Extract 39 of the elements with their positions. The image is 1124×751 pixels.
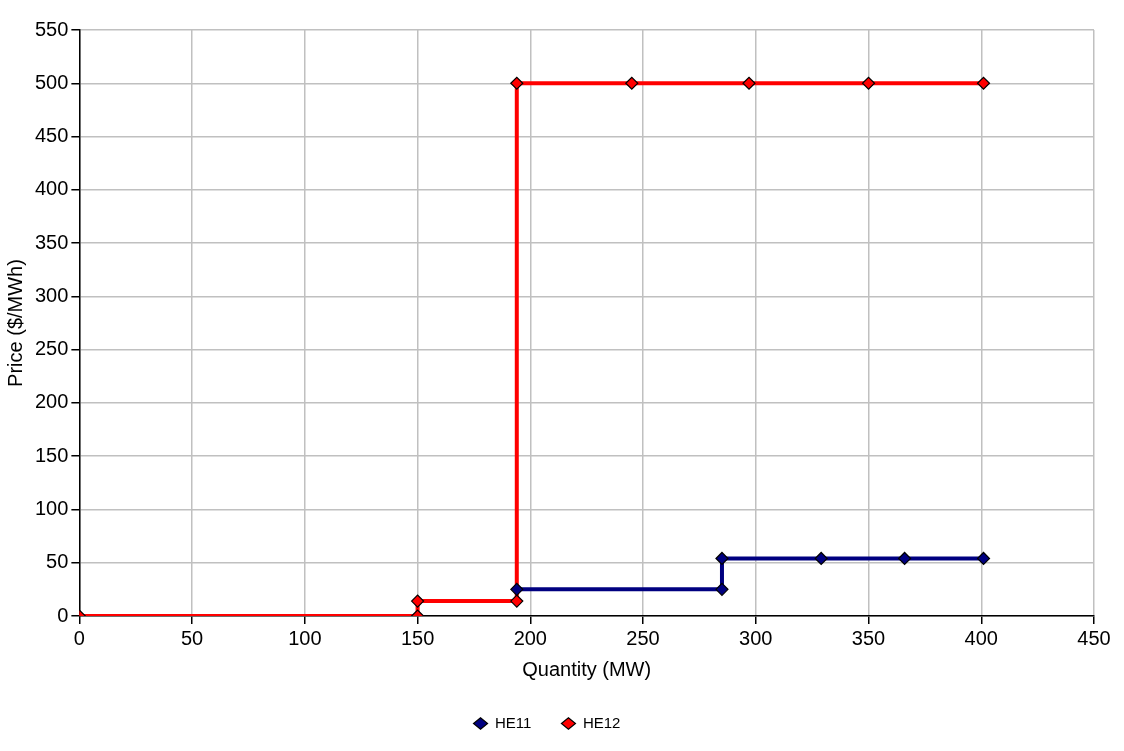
x-tick-label: 300 [739, 626, 773, 649]
point [510, 594, 524, 608]
point [410, 594, 425, 608]
y-tick-label: 100 [34, 496, 69, 519]
x-tick-label: 250 [626, 626, 660, 649]
x-tick-label: 400 [964, 626, 998, 649]
y-tick-label: 50 [46, 550, 69, 573]
point [715, 551, 729, 566]
x-tick-label: 50 [180, 626, 204, 649]
x-tick-label: 0 [73, 626, 85, 649]
y-tick-label: 550 [34, 17, 69, 40]
legend-label: HE11 [495, 713, 532, 731]
legend-label: HE12 [582, 713, 621, 731]
y-axis-title: Price ($/MWh) [3, 259, 26, 387]
y-tick-label: 250 [34, 337, 69, 360]
y-tick-label: 300 [34, 283, 69, 306]
point [510, 76, 524, 90]
x-axis-title: Quantity (MW) [522, 657, 652, 680]
y-tick-label: 450 [34, 124, 69, 147]
point [976, 76, 991, 90]
point [814, 551, 828, 566]
point [742, 76, 756, 90]
point [625, 76, 639, 90]
point [715, 582, 729, 596]
x-tick-label: 350 [851, 626, 886, 649]
x-tick-label: 100 [288, 626, 322, 649]
y-tick-label: 350 [34, 230, 69, 253]
x-tick-label: 200 [513, 626, 547, 649]
y-tick-label: 400 [34, 177, 69, 200]
y-tick-label: 200 [34, 390, 69, 413]
y-tick-label: 500 [34, 70, 69, 93]
x-tick-label: 150 [400, 626, 435, 649]
y-tick-label: 0 [57, 603, 69, 626]
y-tick-label: 150 [34, 443, 69, 466]
point [976, 551, 991, 566]
x-tick-label: 450 [1077, 626, 1111, 649]
point [861, 76, 876, 90]
point [510, 582, 524, 596]
point [898, 551, 912, 566]
